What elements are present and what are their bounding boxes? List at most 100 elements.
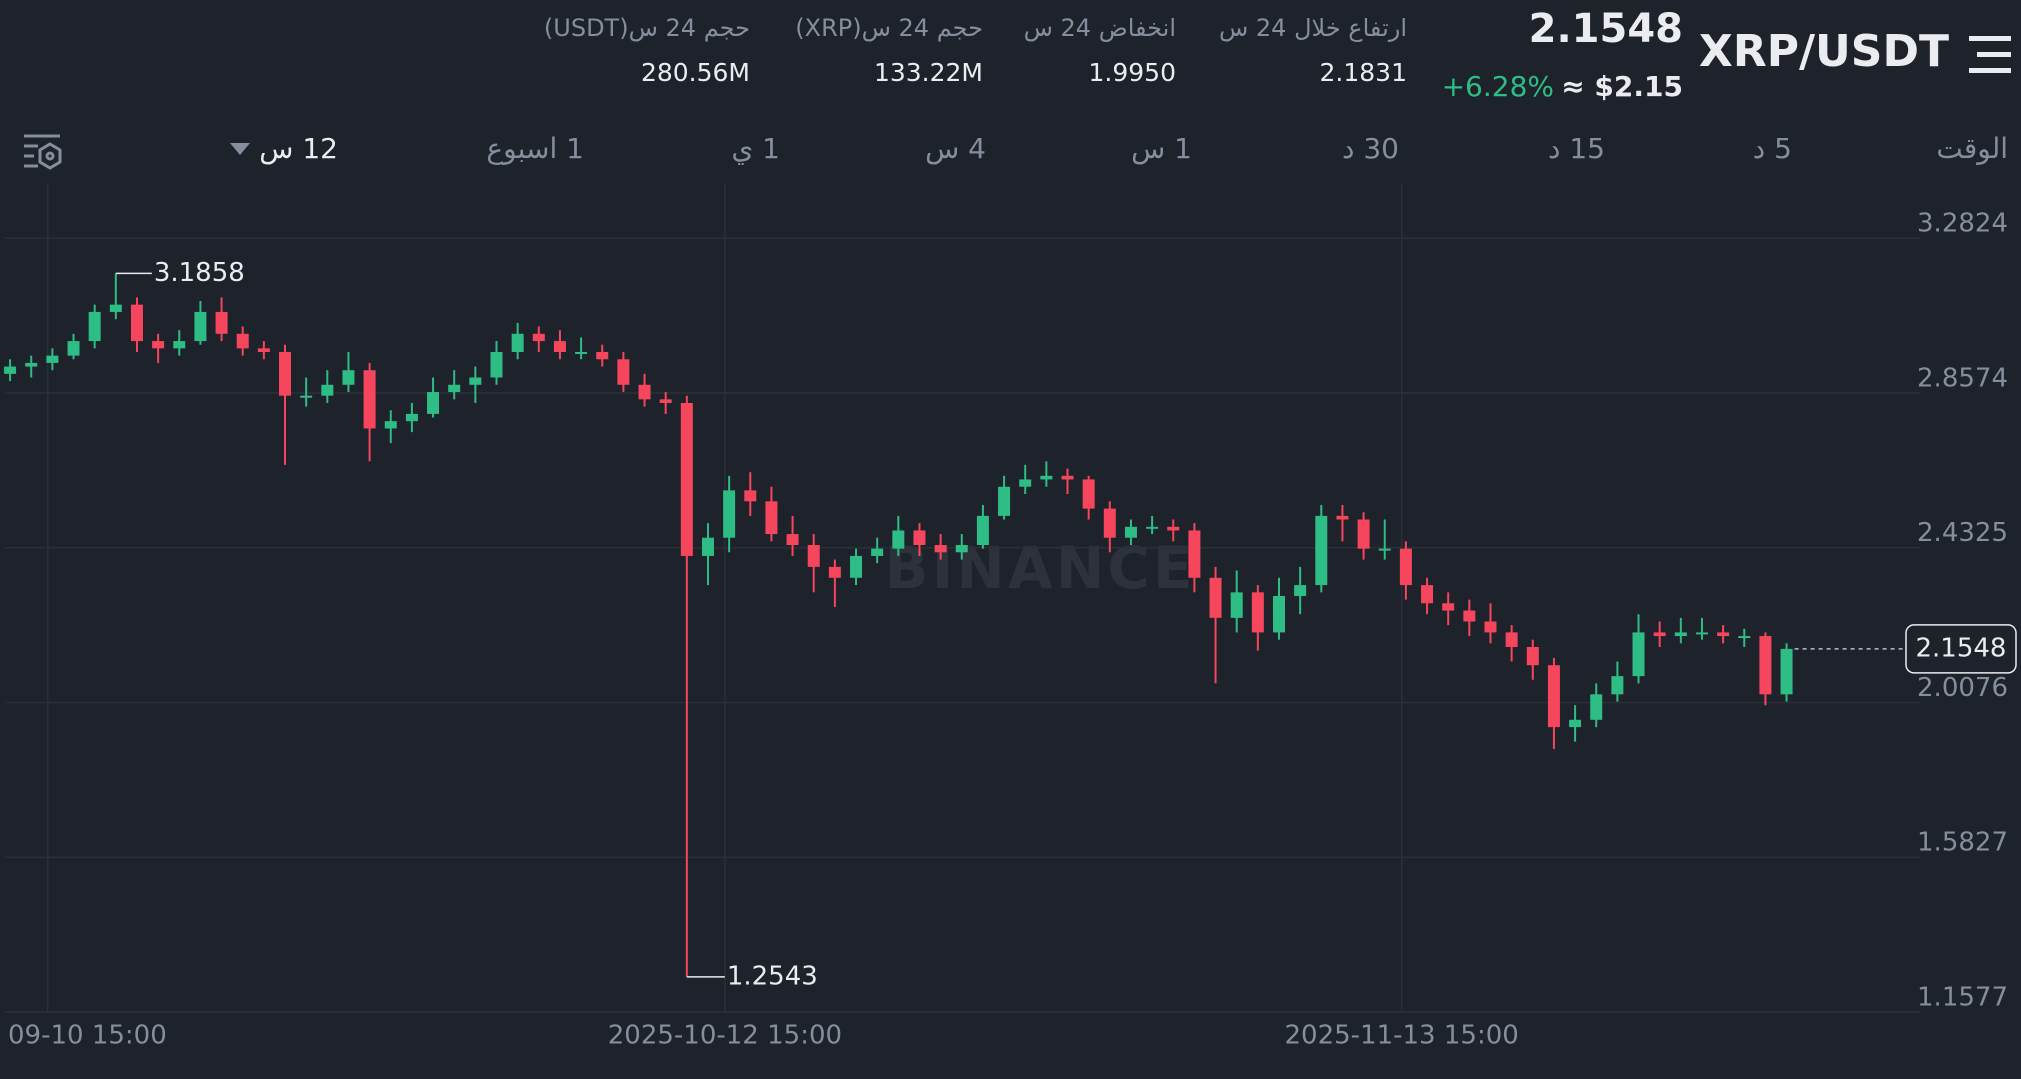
candle-body	[469, 377, 482, 385]
menu-icon[interactable]	[1969, 34, 2013, 76]
stat-value: 133.22M	[873, 58, 983, 87]
candle-body	[638, 384, 651, 400]
candle-body	[300, 395, 313, 398]
candle-body	[427, 392, 440, 414]
candle-body	[744, 490, 757, 502]
stat-label: ارتفاع خلال 24 س	[1218, 14, 1407, 42]
candle-body	[1399, 548, 1412, 586]
candle-body	[384, 421, 397, 429]
candle-body	[659, 399, 672, 403]
candle-body	[1336, 515, 1349, 520]
candle-body	[1505, 632, 1518, 647]
candle-body	[1484, 621, 1497, 633]
candle-body	[1103, 508, 1116, 538]
candle-body	[363, 370, 376, 429]
candle-body	[1209, 577, 1222, 618]
dropdown-arrow[interactable]	[230, 143, 252, 157]
x-tick-label: 2025-10-12 15:00	[608, 1021, 842, 1051]
interval-selected[interactable]: 12 س	[259, 132, 338, 165]
candle-body	[405, 413, 418, 422]
interval[interactable]: 1 اسبوع	[486, 132, 584, 165]
stat-label: حجم 24 س(USDT)	[543, 14, 750, 42]
last-price-box	[1905, 624, 2017, 674]
y-tick-label: 1.1577	[1917, 983, 2008, 1013]
x-tick-label: 2025-11-13 15:00	[1285, 1021, 1519, 1051]
candle-body	[1272, 595, 1285, 633]
candle-body	[807, 545, 820, 567]
interval[interactable]: 15 د	[1547, 132, 1605, 165]
change: +6.28%	[1441, 70, 1554, 103]
candle-body	[1315, 515, 1328, 586]
candle-body	[4, 366, 17, 374]
candle-body	[1040, 475, 1053, 480]
candle-body	[976, 515, 989, 546]
interval[interactable]: 4 س	[925, 132, 986, 165]
candle-body	[194, 311, 207, 342]
candle-body	[173, 341, 186, 349]
candle-body	[490, 351, 503, 378]
candle-body	[892, 530, 905, 549]
y-tick-label: 3.2824	[1917, 209, 2008, 239]
candle-body	[1526, 646, 1539, 666]
candle-body	[850, 555, 863, 578]
settings-icon[interactable]	[22, 132, 62, 172]
candle-body	[152, 341, 165, 349]
candle-body	[215, 311, 228, 334]
y-tick-label: 1.5827	[1917, 828, 2008, 858]
candle-body	[934, 545, 947, 553]
candle-body	[723, 490, 736, 538]
candle-body	[511, 333, 524, 352]
candle-body	[1230, 592, 1243, 618]
last-price: 2.1548	[1528, 6, 1683, 52]
candle-body	[321, 384, 334, 396]
candle-body	[1146, 526, 1159, 529]
candle-body	[617, 359, 630, 385]
candle-body	[765, 501, 778, 535]
candle-body	[553, 341, 566, 352]
pair: XRP/USDT	[1698, 26, 1949, 77]
candle-body	[828, 566, 841, 578]
stat-value: 2.1831	[1319, 58, 1407, 87]
stat-label: انخفاض 24 س	[1023, 14, 1176, 42]
candle-body	[1611, 676, 1624, 695]
candle-body	[279, 351, 292, 396]
candle-body	[998, 486, 1011, 516]
interval[interactable]: 30 د	[1341, 132, 1399, 165]
candle-body	[67, 341, 80, 356]
interval[interactable]: 1 س	[1131, 132, 1192, 165]
candle-body	[1357, 519, 1370, 549]
candle-body	[955, 545, 968, 553]
candle-body	[1717, 632, 1730, 637]
stat-value: 1.9950	[1088, 58, 1176, 87]
candle-body	[701, 537, 714, 556]
candle-body	[1188, 530, 1201, 578]
candle-body	[46, 355, 59, 363]
candle-body	[1590, 694, 1603, 720]
candle-body	[1695, 632, 1708, 635]
high-label: 3.1858	[154, 258, 245, 288]
interval[interactable]: 1 ي	[731, 132, 780, 165]
candle-body	[532, 333, 545, 342]
candle-body	[448, 384, 461, 393]
y-tick-label: 2.4325	[1917, 518, 2008, 548]
candle-body	[1759, 636, 1772, 695]
candle-body	[236, 333, 249, 349]
y-tick-label: 2.0076	[1917, 673, 2008, 703]
candle-body	[1780, 648, 1793, 695]
candle-body	[871, 548, 884, 556]
interval[interactable]: 5 د	[1752, 132, 1792, 165]
candle-body	[1167, 526, 1180, 531]
candle-body	[1632, 632, 1645, 677]
candle-body	[1251, 592, 1264, 633]
stat-label: حجم 24 س(XRP)	[795, 14, 983, 42]
candle-body	[1674, 632, 1687, 637]
candle-body	[1082, 479, 1095, 509]
candle-body	[786, 534, 799, 546]
candle-body	[342, 370, 355, 385]
candle-body	[1547, 665, 1560, 728]
candle-body	[1421, 585, 1434, 604]
candle-body	[1569, 719, 1582, 728]
